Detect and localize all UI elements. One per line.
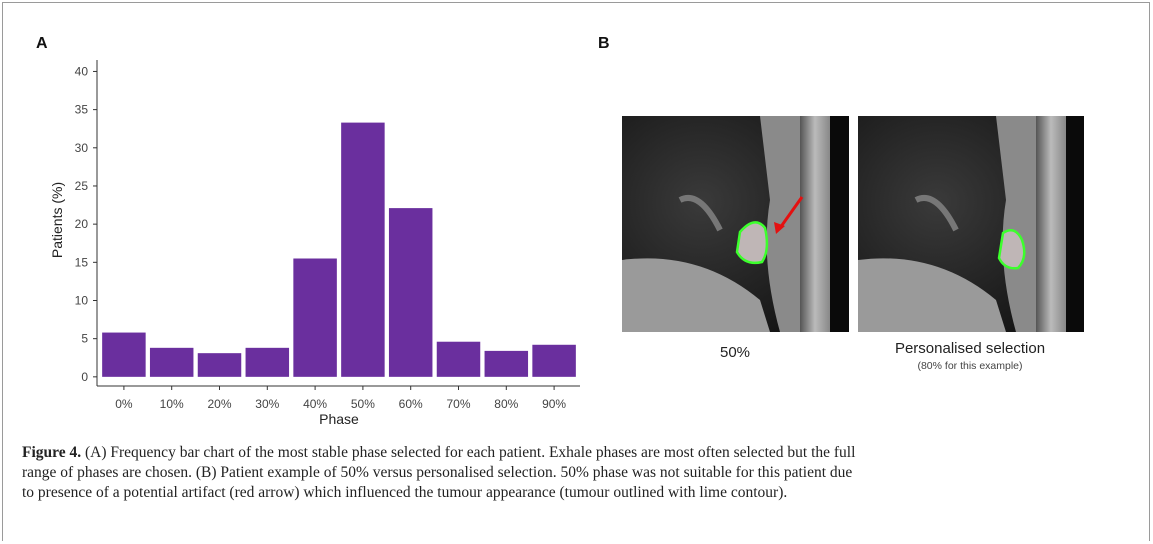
figure: A B Patients (%) Phase 50% Personalised … xyxy=(36,35,1084,427)
caption-text: (A) Frequency bar chart of the most stab… xyxy=(85,444,856,461)
x-tick-label: 0% xyxy=(115,397,133,411)
x-tick-label: 30% xyxy=(255,397,279,411)
ct-image xyxy=(622,116,849,332)
y-tick-label: 0 xyxy=(81,370,88,384)
y-tick-label: 40 xyxy=(75,64,89,78)
ct-image xyxy=(858,116,1084,332)
bar xyxy=(341,122,385,377)
y-tick-label: 25 xyxy=(75,179,89,193)
image-caption: 50% xyxy=(720,344,750,361)
image-subcaption: (80% for this example) xyxy=(917,360,1022,372)
y-axis-title: Patients (%) xyxy=(49,182,65,258)
panel-label: B xyxy=(598,35,610,52)
y-tick-label: 10 xyxy=(75,293,89,307)
bar xyxy=(245,347,290,377)
image-caption: Personalised selection xyxy=(895,340,1045,357)
x-tick-label: 60% xyxy=(399,397,423,411)
caption-line: Figure 4. (A) Frequency bar chart of the… xyxy=(22,443,1132,463)
bar xyxy=(197,353,242,377)
bar xyxy=(102,332,146,377)
bar xyxy=(484,350,529,377)
x-tick-label: 80% xyxy=(494,397,518,411)
caption-text: to presence of a potential artifact (red… xyxy=(22,484,788,501)
y-tick-label: 20 xyxy=(75,217,89,231)
caption-text: range of phases are chosen. (B) Patient … xyxy=(22,464,853,481)
bar xyxy=(436,341,481,377)
bar xyxy=(149,347,194,377)
x-axis-title: Phase xyxy=(319,411,359,427)
bar xyxy=(388,208,433,377)
y-tick-label: 30 xyxy=(75,141,89,155)
y-tick-label: 5 xyxy=(81,332,88,346)
x-tick-label: 40% xyxy=(303,397,327,411)
caption-label: Figure 4. xyxy=(22,444,82,461)
panel-label: A xyxy=(36,35,48,52)
y-tick-label: 35 xyxy=(75,103,89,117)
x-tick-label: 70% xyxy=(446,397,470,411)
x-tick-label: 20% xyxy=(207,397,231,411)
bar xyxy=(293,258,337,377)
x-tick-label: 10% xyxy=(160,397,184,411)
figure-caption: Figure 4. (A) Frequency bar chart of the… xyxy=(22,443,1132,503)
x-tick-label: 50% xyxy=(351,397,375,411)
x-tick-label: 90% xyxy=(542,397,566,411)
y-tick-label: 15 xyxy=(75,255,89,269)
bar xyxy=(532,344,576,377)
